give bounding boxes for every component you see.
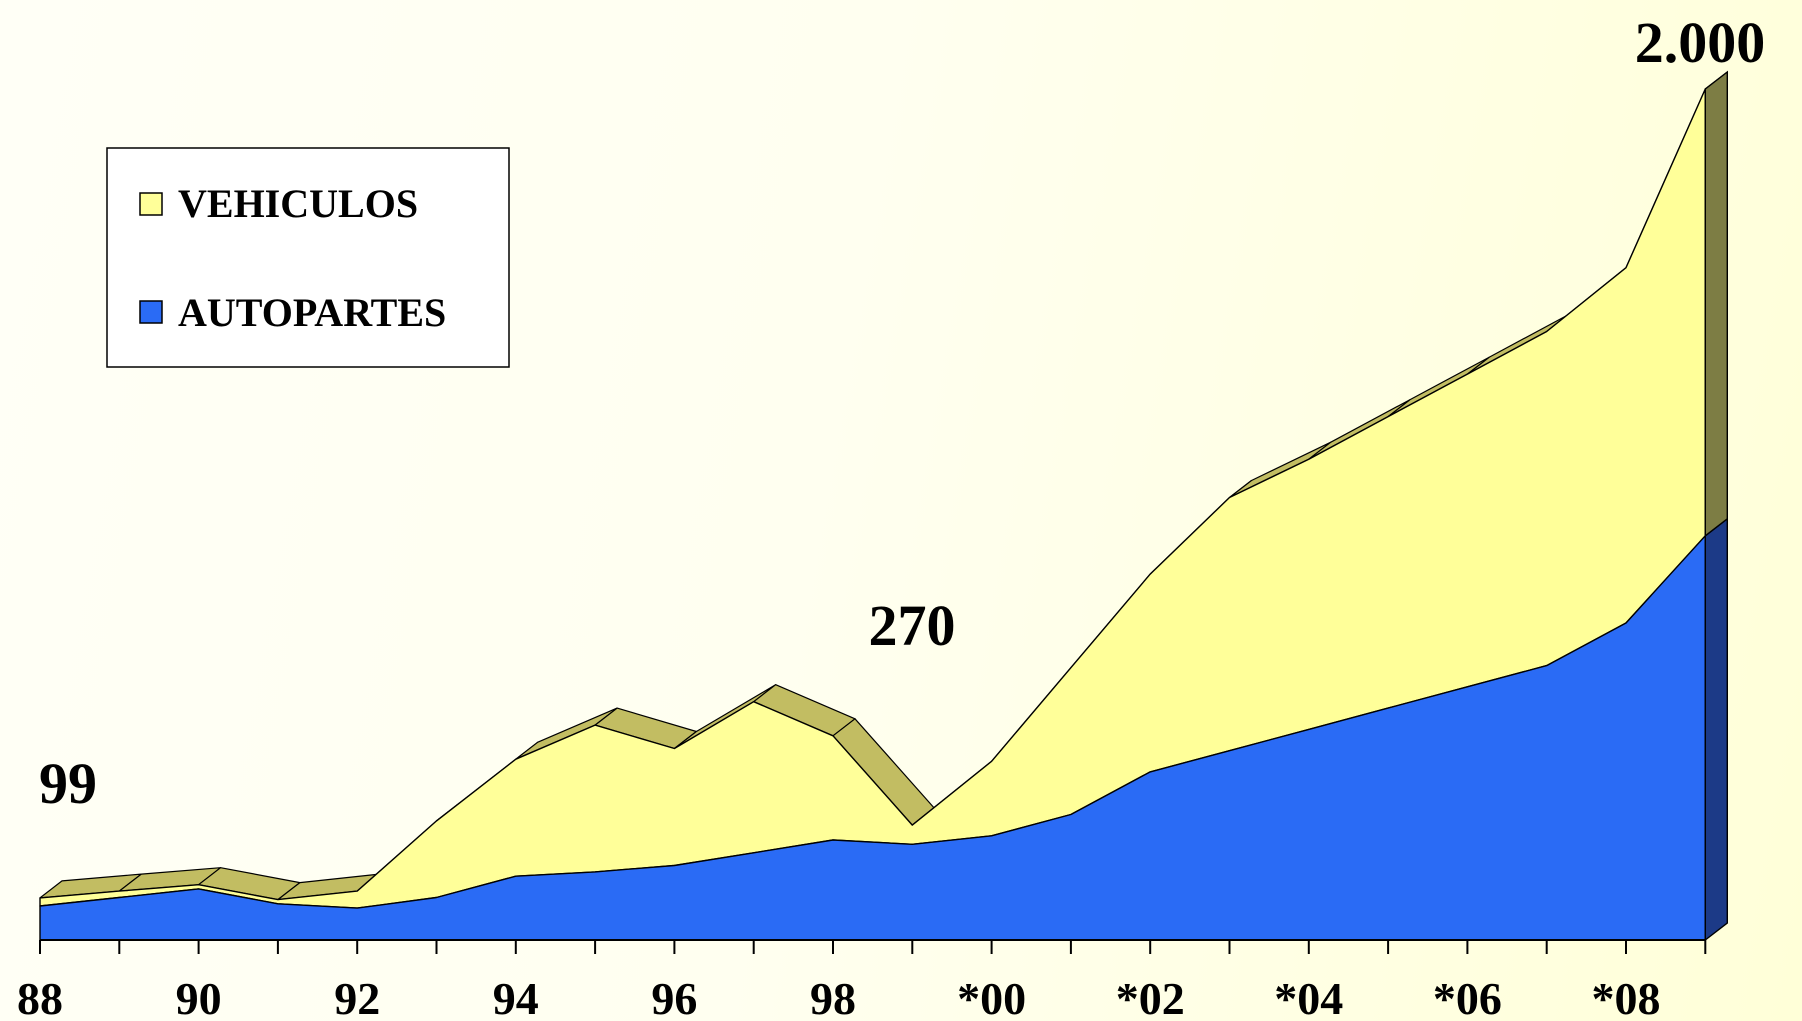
legend-swatch-vehiculos [139,192,163,216]
x-tick-label: *04 [1274,973,1343,1021]
legend-box [106,147,510,368]
area-autopartes [39,535,1707,941]
annotation-end-total: 2.000 [1635,10,1766,75]
x-tick-label: 88 [17,973,63,1021]
x-tick-label: 96 [651,973,697,1021]
x-tick-label: *02 [1116,973,1185,1021]
side-faces-layer [1704,70,1729,942]
x-tick-label: 94 [493,973,539,1021]
x-tick-label: 90 [176,973,222,1021]
x-tick-label: 98 [810,973,856,1021]
annotation-start-total: 99 [39,751,97,816]
legend-label-vehiculos: VEHICULOS [178,181,418,226]
side-face-vehiculos [1704,70,1729,538]
x-tick-label: *00 [957,973,1026,1021]
legend-swatch-autopartes [139,300,163,324]
legend-label-autopartes: AUTOPARTES [178,290,446,335]
x-tick-label: 92 [334,973,380,1021]
side-face-autopartes [1704,517,1729,942]
annotation-1998-total: 270 [869,593,956,658]
x-tick-label: *06 [1433,973,1502,1021]
annotations-layer: 99 270 2.000 [39,10,1765,816]
x-axis: 88 90 92 94 96 98 *00 *02 *04 *06 *08 [17,939,1707,1021]
legend: VEHICULOS AUTOPARTES [106,147,510,368]
x-tick-label: *08 [1592,973,1661,1021]
